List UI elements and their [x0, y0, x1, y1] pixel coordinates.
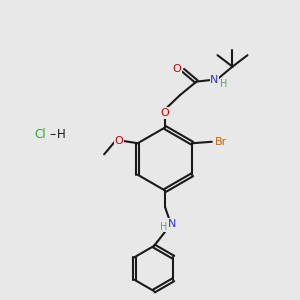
Text: Br: Br: [215, 137, 227, 147]
Text: Cl: Cl: [35, 128, 46, 142]
Text: O: O: [160, 108, 169, 118]
Text: H: H: [220, 79, 228, 89]
Text: –: –: [50, 128, 56, 142]
Text: N: N: [210, 75, 219, 85]
Text: O: O: [172, 64, 182, 74]
Text: O: O: [115, 136, 124, 146]
Text: H: H: [160, 221, 168, 232]
Text: H: H: [57, 128, 66, 142]
Text: N: N: [168, 219, 176, 229]
